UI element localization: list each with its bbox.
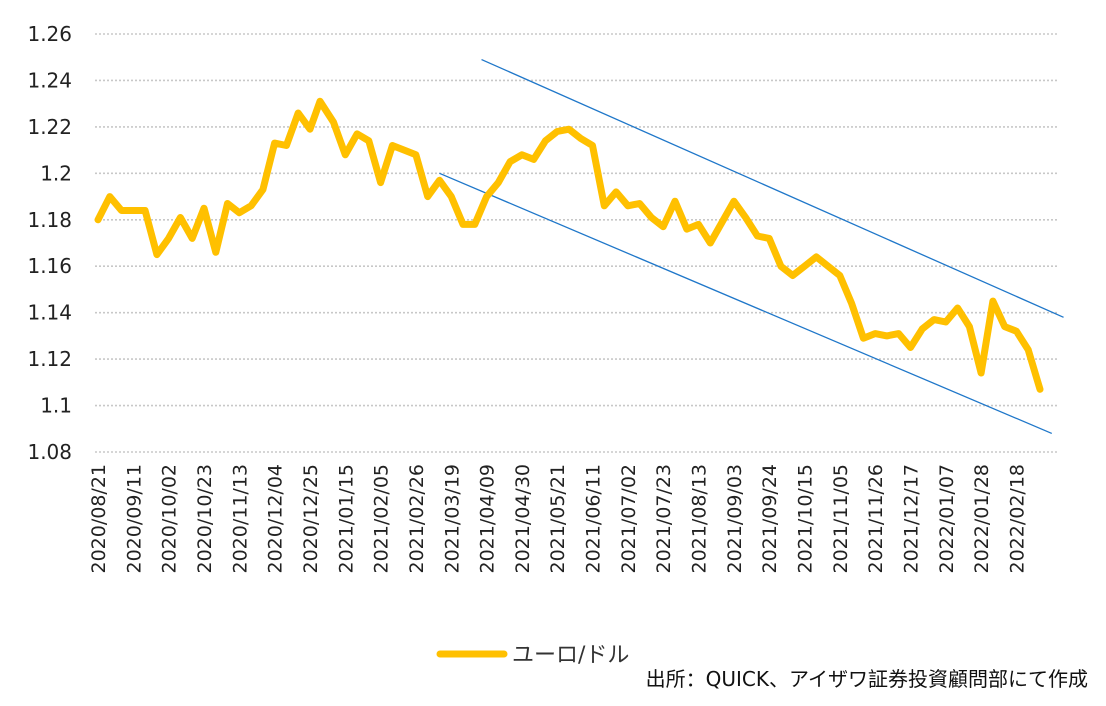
y-tick-label: 1.26	[27, 22, 72, 46]
trendlines	[439, 58, 1064, 435]
x-tick-label: 2021/03/19	[441, 464, 463, 574]
x-tick-label: 2022/01/28	[971, 464, 993, 574]
x-tick-label: 2021/01/15	[335, 464, 357, 574]
x-tick-label: 2021/09/24	[759, 464, 781, 574]
x-tick-label: 2021/04/09	[477, 464, 499, 574]
legend: ユーロ/ドル	[436, 643, 629, 668]
x-tick-label: 2022/02/18	[1006, 464, 1028, 574]
x-tick-label: 2020/12/04	[265, 464, 287, 574]
x-tick-label: 2020/10/23	[194, 464, 216, 574]
x-tick-label: 2021/06/11	[583, 464, 605, 574]
x-tick-label: 2021/07/02	[618, 464, 640, 574]
x-tick-label: 2021/11/26	[865, 464, 887, 574]
y-tick-label: 1.08	[27, 440, 72, 464]
x-tick-label: 2021/11/05	[830, 464, 852, 574]
trendline-upper	[481, 58, 1064, 318]
y-tick-label: 1.24	[27, 68, 72, 92]
x-tick-label: 2021/05/21	[547, 464, 569, 574]
y-tick-label: 1.16	[27, 254, 72, 278]
x-tick-label: 2021/09/03	[724, 464, 746, 574]
x-tick-label: 2020/12/25	[300, 464, 322, 574]
legend-label: ユーロ/ドル	[512, 643, 629, 668]
x-tick-label: 2021/08/13	[689, 464, 711, 574]
grid	[95, 33, 1058, 453]
y-tick-label: 1.12	[27, 347, 72, 371]
x-tick-label: 2021/02/05	[371, 464, 393, 574]
y-tick-label: 1.22	[27, 115, 72, 139]
x-tick-label: 2020/11/13	[229, 464, 251, 574]
x-tick-label: 2020/10/02	[159, 464, 181, 574]
x-axis-ticks: 2020/08/21 2020/09/11 2020/10/02 2020/10/23…	[88, 464, 1028, 574]
x-tick-label: 2021/02/26	[406, 464, 428, 574]
x-tick-label: 2021/07/23	[653, 464, 675, 574]
y-axis-ticks: 1.08 1.1 1.12 1.14 1.16 1.18 1.2 1.22 1.24 1.26	[27, 22, 72, 464]
x-tick-label: 2022/01/07	[936, 464, 958, 574]
series-line-eur-usd	[94, 97, 1044, 393]
source-note: 出所：QUICK、アイザワ証券投資顧問部にて作成	[646, 667, 1088, 691]
x-tick-label: 2021/10/15	[795, 464, 817, 574]
trendline-lower	[439, 172, 1053, 435]
x-tick-label: 2020/08/21	[88, 464, 110, 574]
y-tick-label: 1.1	[40, 394, 72, 418]
y-tick-label: 1.2	[40, 161, 72, 185]
x-tick-label: 2020/09/11	[123, 464, 145, 574]
y-tick-label: 1.18	[27, 208, 72, 232]
x-tick-label: 2021/12/17	[900, 464, 922, 574]
x-tick-label: 2021/04/30	[512, 464, 534, 574]
y-tick-label: 1.14	[27, 301, 72, 325]
